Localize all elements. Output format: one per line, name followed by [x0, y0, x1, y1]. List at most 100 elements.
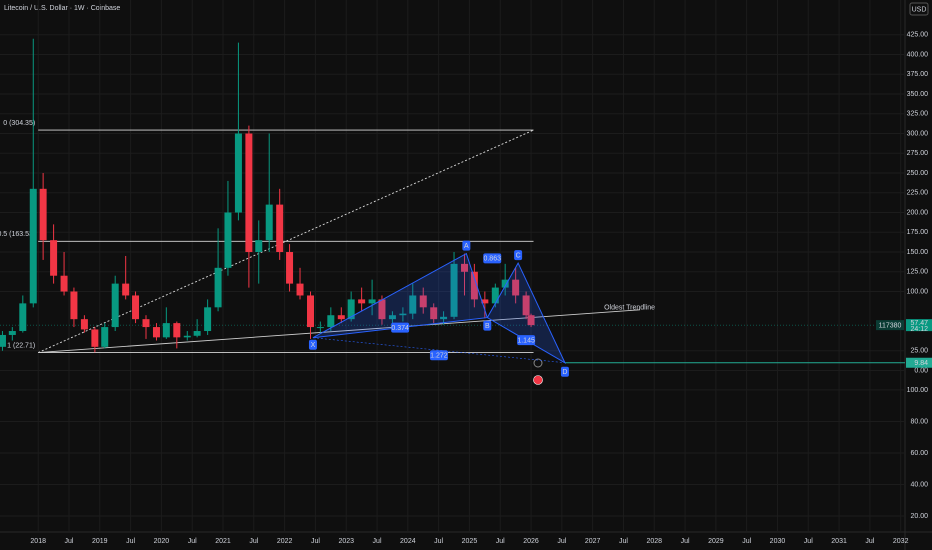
- candle-body: [162, 323, 170, 338]
- candle-body: [204, 307, 212, 332]
- y-tick-label: 40.00: [910, 481, 928, 488]
- y-tick-label: 0.00: [914, 367, 928, 374]
- x-tick-label: 2031: [831, 538, 847, 545]
- pattern-point-label: A: [464, 243, 469, 250]
- candle-body: [214, 267, 222, 308]
- y-tick-label: 25.00: [910, 348, 928, 355]
- x-tick-label: Jul: [373, 538, 382, 545]
- y-tick-label: 325.00: [907, 111, 929, 118]
- candle-body: [122, 283, 130, 296]
- fib-label: 0 (304.35): [3, 120, 35, 127]
- x-tick-label: Jul: [126, 538, 135, 545]
- x-tick-label: 2023: [338, 538, 354, 545]
- candle-body: [286, 252, 294, 284]
- x-tick-label: 2024: [400, 538, 416, 545]
- candle-body: [183, 335, 191, 338]
- pattern-point-box: [560, 366, 569, 377]
- pattern-ratio: 0.863: [483, 256, 501, 263]
- candle-body: [347, 299, 355, 320]
- candle-body: [234, 133, 242, 213]
- candle-body: [39, 188, 47, 241]
- x-tick-label: 2021: [215, 538, 231, 545]
- candle-body: [358, 299, 366, 304]
- candle-body: [481, 299, 489, 304]
- pattern-ratio: 0.374: [391, 325, 409, 332]
- candle-body: [70, 291, 78, 320]
- x-tick-label: Jul: [681, 538, 690, 545]
- last-price-box: [906, 319, 932, 332]
- y-tick-label: 125.00: [907, 269, 929, 276]
- candle-body: [430, 307, 438, 320]
- y-tick-label: 100.00: [907, 288, 929, 295]
- pattern-point-box: [308, 339, 317, 350]
- candle-body: [80, 319, 88, 330]
- candle-body: [296, 283, 304, 296]
- pattern-point-label: X: [311, 342, 316, 349]
- y-tick-label: 400.00: [907, 51, 929, 58]
- candle-body: [388, 315, 396, 320]
- candle-body: [461, 263, 469, 272]
- candle-body: [409, 295, 417, 314]
- candle-body: [378, 299, 386, 320]
- y-tick-label: 60.00: [910, 450, 928, 457]
- x-tick-label: 2027: [585, 538, 601, 545]
- pattern-ratio-box: [483, 253, 502, 264]
- pattern-ratio: 1.272: [430, 353, 448, 360]
- y-tick-label: 20.00: [910, 513, 928, 520]
- countdown-label: 24:12: [910, 326, 928, 333]
- pattern-ratio-box: [517, 335, 536, 346]
- candle-body: [527, 315, 535, 326]
- x-tick-label: 2028: [646, 538, 662, 545]
- currency-box: [909, 2, 929, 16]
- x-tick-label: 2019: [92, 538, 108, 545]
- y-tick-label: 200.00: [907, 209, 929, 216]
- candle-body: [440, 316, 448, 320]
- y-tick-label: 225.00: [907, 190, 929, 197]
- volume-label: 117380: [879, 322, 902, 329]
- chart-title: Litecoin / U.S. Dollar · 1W · Coinbase: [4, 5, 120, 12]
- candle-body: [111, 283, 119, 328]
- candle-body: [101, 327, 109, 347]
- candle-body: [306, 295, 314, 328]
- candle-body: [316, 327, 324, 329]
- pattern-point-box: [462, 240, 471, 251]
- pattern-point-box: [483, 320, 492, 331]
- x-tick-label: Jul: [311, 538, 320, 545]
- trendline-label: Oldest Trendline: [604, 305, 655, 312]
- candle-body: [501, 279, 509, 288]
- candle-body: [224, 212, 232, 268]
- candle-body: [450, 263, 458, 317]
- candle-body: [470, 271, 478, 300]
- x-tick-label: Jul: [865, 538, 874, 545]
- candle-body: [399, 313, 407, 316]
- currency[interactable]: USD: [912, 6, 927, 13]
- candle-body: [60, 275, 68, 292]
- icon[interactable]: [533, 358, 543, 368]
- candle-body: [265, 204, 273, 241]
- volume-box: [876, 320, 904, 331]
- candle-body: [419, 295, 427, 308]
- y-tick-label: 150.00: [907, 249, 929, 256]
- candle-body: [255, 240, 263, 253]
- x-tick-label: Jul: [742, 538, 751, 545]
- y-tick-label: 250.00: [907, 170, 929, 177]
- y-tick-label: 300.00: [907, 130, 929, 137]
- x-tick-label: Jul: [65, 538, 74, 545]
- candle-body: [142, 319, 150, 328]
- pattern-point-box: [514, 250, 523, 261]
- x-tick-label: Jul: [804, 538, 813, 545]
- x-tick-label: Jul: [434, 538, 443, 545]
- trendline: [38, 309, 641, 354]
- x-tick-label: Jul: [619, 538, 628, 545]
- candle-body: [491, 287, 499, 304]
- candle-body: [245, 133, 253, 253]
- candle-body: [91, 329, 99, 347]
- x-tick-label: Jul: [496, 538, 505, 545]
- candle-body: [173, 323, 181, 338]
- x-tick-label: Jul: [188, 538, 197, 545]
- target-price-label: 9.84: [914, 360, 928, 367]
- x-tick-label: 2018: [30, 538, 46, 545]
- icon[interactable]: [533, 375, 543, 385]
